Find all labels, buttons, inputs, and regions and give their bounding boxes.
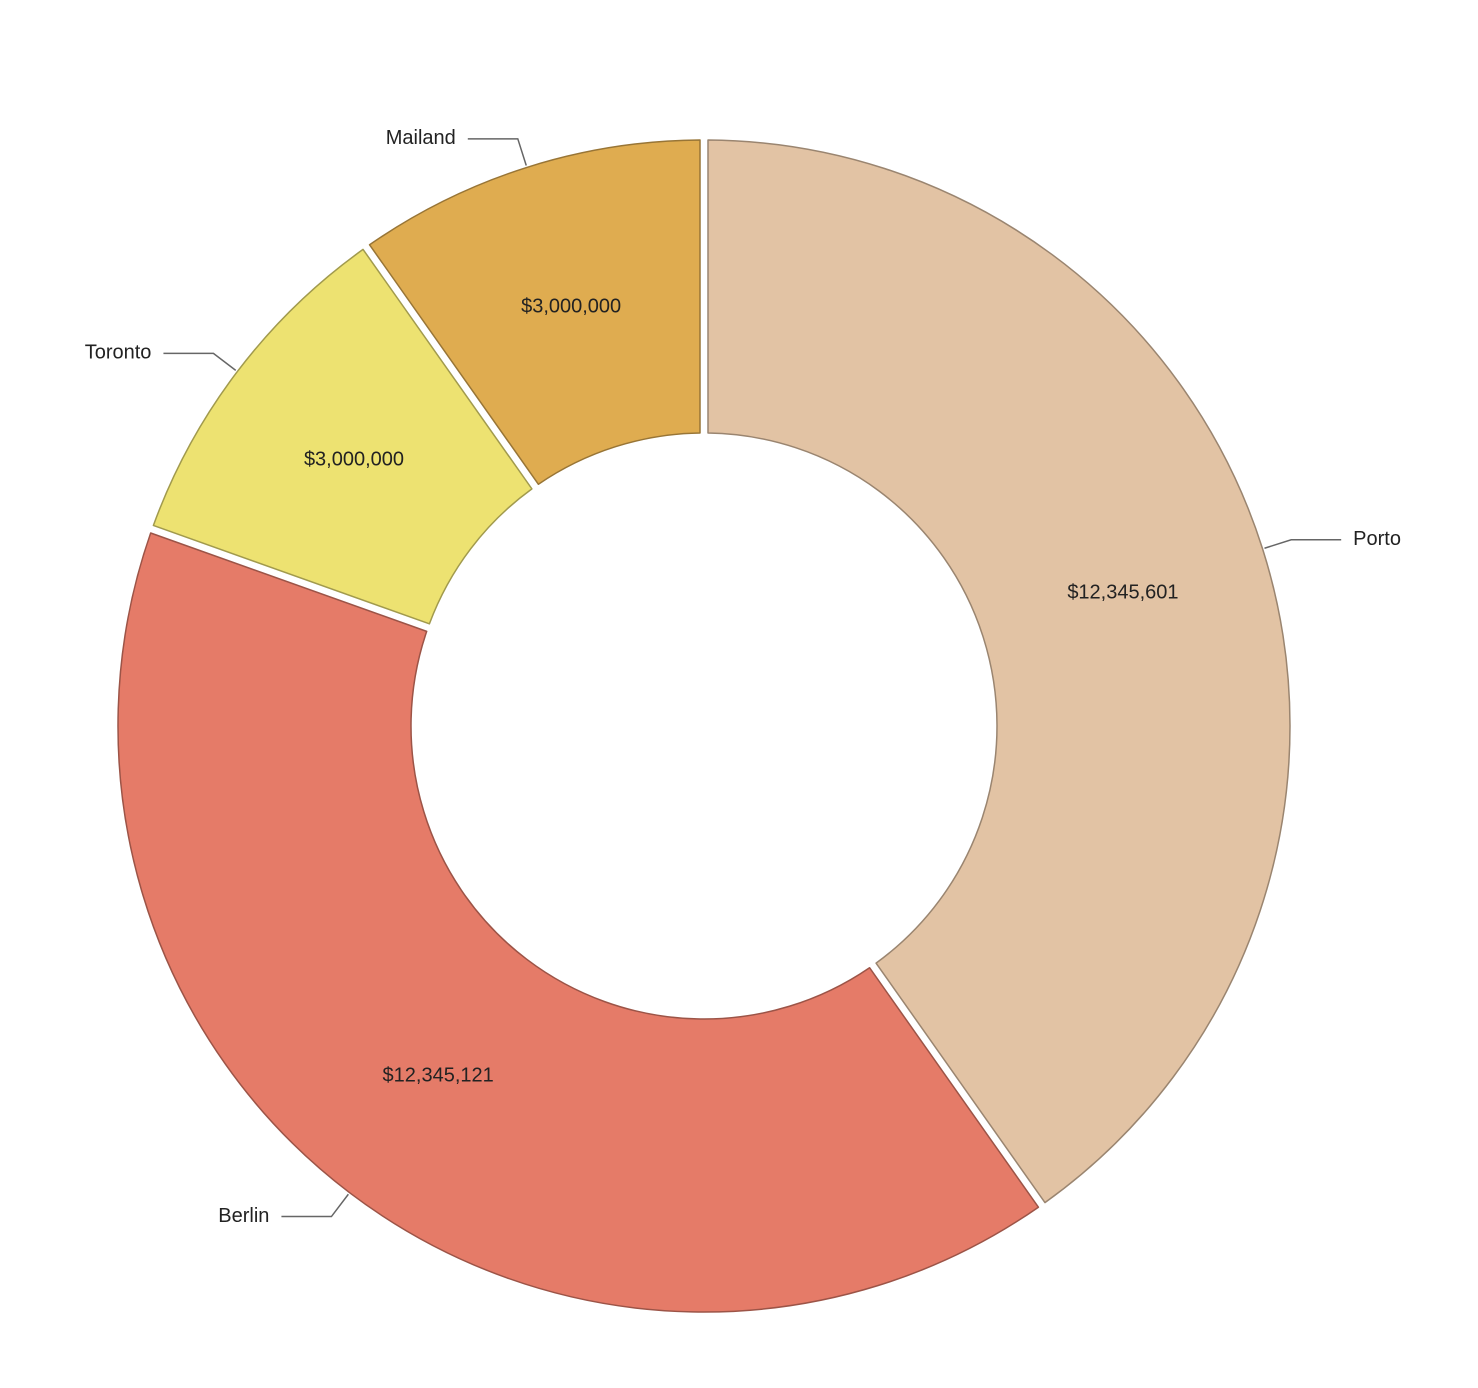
donut-slice (707, 139, 1291, 1204)
category-label: Berlin (218, 1205, 269, 1227)
leader-line (163, 352, 237, 371)
category-label: Mailand (386, 127, 456, 149)
value-label: $3,000,000 (521, 295, 621, 317)
value-label: $12,345,601 (1067, 581, 1178, 603)
category-label: Toronto (85, 342, 152, 364)
leader-line (281, 1193, 349, 1218)
value-label: $12,345,121 (383, 1064, 494, 1086)
category-label: Porto (1353, 528, 1401, 550)
value-label: $3,000,000 (304, 448, 404, 470)
donut-slice (117, 532, 1040, 1313)
donut-slice (368, 139, 701, 486)
leader-line (1264, 539, 1342, 549)
donut-slice (152, 248, 533, 625)
leader-line (467, 138, 527, 166)
